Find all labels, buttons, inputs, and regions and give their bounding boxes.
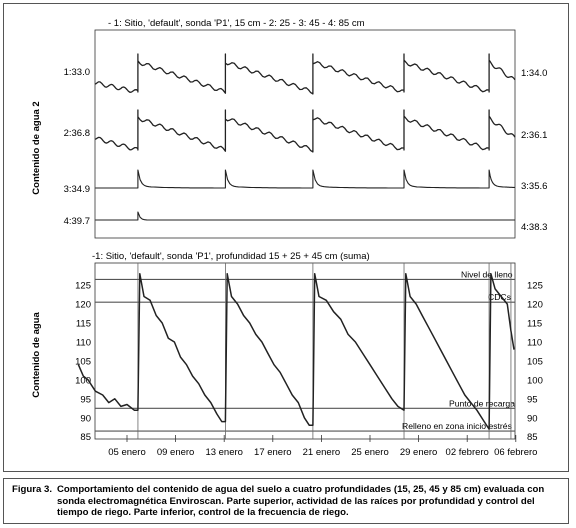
bottom-panel: -1: Sitio, 'default', sonda 'P1', profun… — [31, 251, 543, 458]
x-tick-label-8: 02 febrero — [446, 447, 489, 458]
top-y-axis-label: Contenido de agua 2 — [31, 101, 42, 194]
series-suma-line — [77, 273, 515, 430]
x-tick-label-4: 17 enero — [254, 447, 292, 458]
y-tick-left-125: 125 — [75, 281, 91, 292]
x-tick-label-6: 25 enero — [351, 447, 389, 458]
x-tick-label-1: 05 enero — [108, 447, 146, 458]
caption-label: Figura 3. — [12, 484, 52, 495]
ref-line-layer: Nivel de lleno CDCs Punto de recarga Rellen… — [95, 269, 515, 432]
y-tick-left-115: 115 — [76, 319, 91, 330]
y-tick-right-85: 85 — [527, 432, 538, 443]
y-tick-left-105: 105 — [75, 356, 91, 367]
bottom-chart-title: -1: Sitio, 'default', sonda 'P1', profun… — [92, 251, 370, 262]
y-tick-right-115: 115 — [527, 319, 542, 330]
y-tick-right-95: 95 — [527, 394, 538, 405]
top-plot-area — [94, 29, 516, 239]
x-tick-label-7: 29 enero — [400, 447, 438, 458]
series-2-line — [94, 109, 516, 153]
bottom-series-layer — [77, 273, 515, 430]
irrigation-vline-layer — [137, 263, 512, 439]
x-tick-layer: 05 enero 09 enero 13 enero 17 enero 21 enero… — [108, 435, 537, 458]
series-4-right-label: 4:38.3 — [521, 222, 547, 233]
series-2-right-label: 2:36.1 — [521, 130, 547, 141]
series-1-line — [94, 53, 516, 95]
x-tick-label-5: 21 enero — [303, 447, 341, 458]
y-tick-right-100: 100 — [527, 375, 543, 386]
top-panel: - 1: Sitio, 'default', sonda 'P1', 15 cm… — [31, 18, 547, 239]
ref-label-4: Relleno en zona inicio estrés — [402, 421, 512, 431]
ref-label-2: CDCs — [488, 292, 511, 302]
top-series-layer — [94, 53, 516, 221]
top-chart-title: - 1: Sitio, 'default', sonda 'P1', 15 cm… — [108, 18, 365, 29]
bottom-plot-area — [94, 262, 516, 440]
y-tick-left-95: 95 — [80, 394, 91, 405]
y-tick-left-100: 100 — [75, 375, 91, 386]
figure-caption: Figura 3. Comportamiento del contenido de… — [3, 478, 569, 524]
y-tick-left-90: 90 — [80, 413, 91, 424]
y-tick-left-85: 85 — [80, 432, 91, 443]
figure-frame — [3, 3, 569, 472]
x-tick-label-2: 09 enero — [157, 447, 195, 458]
series-2-left-label: 2:36.8 — [64, 128, 90, 139]
series-1-right-label: 1:34.0 — [521, 68, 547, 79]
y-tick-right-90: 90 — [527, 413, 538, 424]
bottom-y-axis-label: Contenido de agua — [31, 312, 42, 398]
series-1-left-label: 1:33.0 — [64, 67, 90, 78]
series-4-left-label: 4:39.7 — [64, 216, 90, 227]
series-3-line — [95, 169, 515, 189]
y-tick-right-105: 105 — [527, 356, 543, 367]
ref-label-1: Nivel de lleno — [461, 269, 513, 279]
y-tick-layer: 85 85 90 90 95 95 100 100 105 105 110 110 115 115 120 1… — [75, 281, 543, 444]
series-4-line — [95, 211, 515, 221]
y-tick-right-125: 125 — [527, 281, 543, 292]
chart-svg: - 1: Sitio, 'default', sonda 'P1', 15 cm… — [31, 18, 547, 458]
y-tick-right-110: 110 — [527, 337, 542, 348]
ref-label-3: Punto de recarga — [449, 398, 515, 408]
series-3-right-label: 3:35.6 — [521, 181, 547, 192]
x-tick-label-3: 13 enero — [205, 447, 243, 458]
caption-text: Comportamiento del contenido de agua del… — [57, 484, 545, 518]
x-tick-label-9: 06 febrero — [494, 447, 537, 458]
y-tick-right-120: 120 — [527, 300, 543, 311]
y-tick-left-110: 110 — [76, 337, 91, 348]
series-3-left-label: 3:34.9 — [64, 184, 90, 195]
y-tick-left-120: 120 — [75, 300, 91, 311]
